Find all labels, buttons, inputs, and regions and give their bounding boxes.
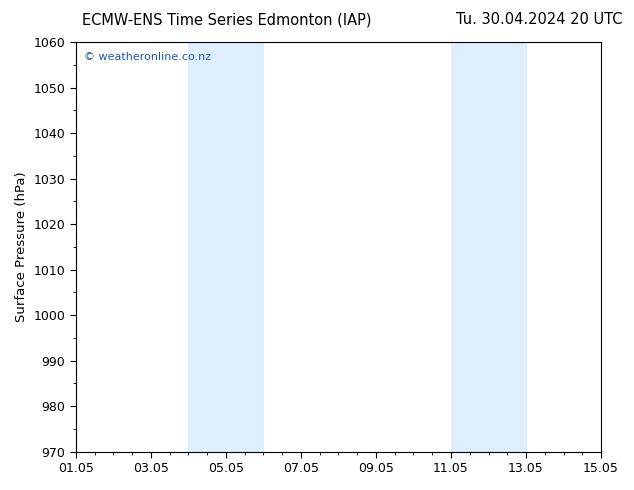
Text: © weatheronline.co.nz: © weatheronline.co.nz [84,52,211,62]
Text: ECMW-ENS Time Series Edmonton (IAP): ECMW-ENS Time Series Edmonton (IAP) [82,12,372,27]
Bar [451,42,526,452]
Y-axis label: Surface Pressure (hPa): Surface Pressure (hPa) [15,172,28,322]
Text: Tu. 30.04.2024 20 UTC: Tu. 30.04.2024 20 UTC [456,12,623,27]
Bar [188,42,263,452]
